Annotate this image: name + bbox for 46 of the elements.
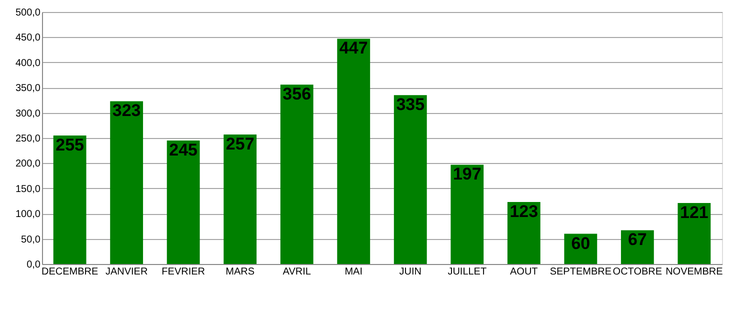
bar [394, 95, 427, 264]
x-tick-label: AVRIL [282, 266, 312, 278]
data-label: 60 [571, 234, 590, 253]
bar [620, 230, 654, 264]
x-tick-label: AOUT [510, 266, 538, 278]
y-tick-label: 350,0 [15, 83, 41, 94]
x-tick-label: JUILLET [448, 266, 487, 278]
x-tick-label: NOVEMBRE [666, 266, 724, 278]
x-tick-label: FEVRIER [162, 266, 206, 278]
bar [507, 202, 540, 264]
data-label: 335 [396, 95, 425, 114]
bar [337, 38, 370, 264]
y-tick-label: 400,0 [15, 58, 41, 69]
y-tick-label: 300,0 [15, 108, 41, 120]
y-tick-label: 250,0 [15, 134, 41, 144]
data-label: 447 [339, 38, 368, 58]
bar [678, 203, 711, 264]
y-tick-label: 0,0 [26, 260, 41, 270]
data-label: 257 [226, 134, 254, 154]
bar [110, 101, 144, 264]
x-tick-label: JUIN [399, 266, 422, 278]
data-label: 123 [510, 202, 538, 222]
x-tick-label: SEPTEMBRE [550, 266, 612, 278]
y-tick-label: 450,0 [15, 32, 41, 44]
y-tick-label: 50,0 [21, 234, 41, 246]
y-tick-label: 200,0 [15, 158, 41, 170]
bar [280, 84, 314, 264]
x-tick-label: DECEMBRE [41, 266, 98, 278]
y-tick-label: 100,0 [15, 209, 41, 220]
data-label: 356 [282, 84, 312, 104]
data-label: 323 [112, 101, 141, 120]
x-tick-label: JANVIER [105, 266, 148, 278]
x-tick-label: MAI [344, 266, 363, 278]
data-label: 121 [680, 203, 708, 222]
y-tick-label: 500,0 [15, 8, 41, 18]
data-label: 67 [628, 230, 647, 250]
data-label: 197 [452, 164, 482, 184]
data-label: 245 [169, 140, 198, 160]
bar [224, 134, 257, 264]
x-tick-label: OCTOBRE [612, 266, 662, 278]
bar [166, 140, 200, 264]
bar [53, 135, 86, 264]
data-label: 255 [56, 135, 84, 154]
bar [450, 164, 484, 264]
x-tick-label: MARS [226, 266, 255, 278]
y-tick-label: 150,0 [15, 184, 41, 195]
